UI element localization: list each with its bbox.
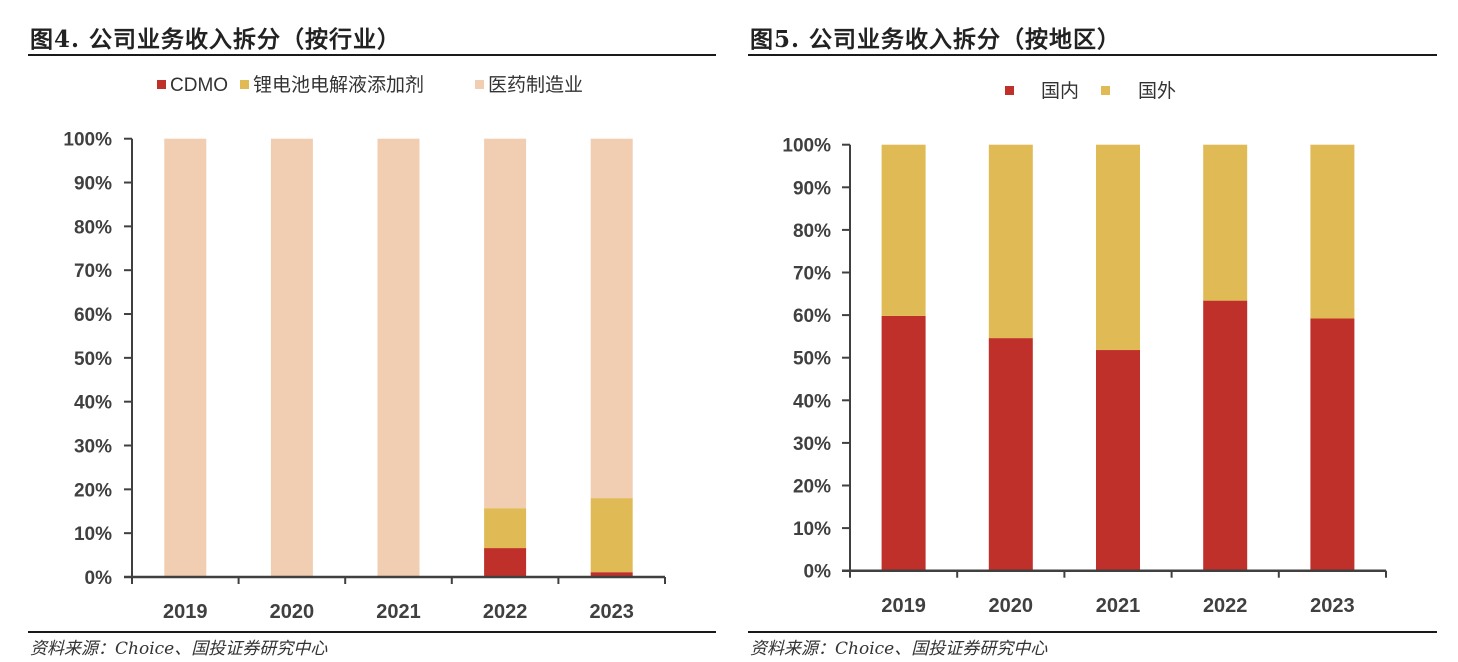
y-axis: 0% 10% 20% 30% 40% 50% 60% 70% 80% 90% 100% bbox=[782, 136, 851, 583]
y-tick-label: 30% bbox=[74, 437, 112, 458]
legend-swatch bbox=[1005, 86, 1014, 95]
bar-segment bbox=[484, 138, 527, 509]
x-tick-label: 2023 bbox=[1310, 595, 1355, 617]
y-tick-label: 90% bbox=[793, 178, 831, 199]
x-tick-label: 2022 bbox=[1203, 595, 1248, 617]
bar-segment bbox=[1096, 350, 1140, 571]
bar-segment bbox=[881, 315, 926, 571]
figure-4-source: 资料来源：Choice、国投证券研究中心 bbox=[30, 639, 328, 659]
legend-label: 锂电池电解液添加剂 bbox=[253, 74, 424, 96]
x-axis: 2019 2020 2021 2022 2023 bbox=[124, 575, 666, 623]
y-tick-label: 40% bbox=[793, 391, 831, 412]
figure-4-title: 图4. 公司业务收入拆分（按行业） bbox=[30, 26, 402, 53]
x-axis: 2019 2020 2021 2022 2023 bbox=[842, 569, 1387, 617]
bar-segment bbox=[1310, 318, 1355, 571]
figure-4-title-rule bbox=[28, 54, 716, 56]
y-tick-label: 50% bbox=[793, 349, 831, 370]
figure-4-source-rule bbox=[28, 631, 716, 633]
bar-segment bbox=[988, 144, 1033, 339]
x-tick-label: 2023 bbox=[589, 601, 634, 623]
legend-label: 国外 bbox=[1138, 80, 1176, 102]
x-tick-label: 2021 bbox=[1096, 595, 1141, 617]
y-tick-label: 100% bbox=[63, 130, 112, 151]
figure-4-panel: 图4. 公司业务收入拆分（按行业） CDMO 锂电池电解液添加剂 医药制造业 0% 10… bbox=[28, 26, 716, 659]
figure-4-chart: CDMO 锂电池电解液添加剂 医药制造业 0% 10% 20% 30% 40% 50% 60% 70… bbox=[63, 74, 666, 623]
bar-segment bbox=[270, 138, 313, 577]
y-tick-label: 30% bbox=[793, 434, 831, 455]
bar-segment bbox=[590, 572, 633, 577]
legend: 国内 国外 bbox=[1005, 80, 1176, 102]
x-tick-label: 2022 bbox=[483, 601, 528, 623]
bar-segment bbox=[590, 138, 633, 499]
legend-item: 锂电池电解液添加剂 bbox=[240, 74, 424, 96]
y-tick-label: 70% bbox=[793, 264, 831, 285]
bars bbox=[164, 138, 633, 577]
y-tick-label: 50% bbox=[74, 349, 112, 370]
legend: CDMO 锂电池电解液添加剂 医药制造业 bbox=[157, 74, 583, 96]
x-tick-label: 2019 bbox=[163, 601, 208, 623]
x-tick-label: 2020 bbox=[989, 595, 1034, 617]
y-tick-label: 40% bbox=[74, 393, 112, 414]
x-tick-label: 2021 bbox=[376, 601, 421, 623]
figure-5-title: 图5. 公司业务收入拆分（按地区） bbox=[750, 26, 1122, 53]
figure-5-source-rule bbox=[748, 631, 1437, 633]
bar-segment bbox=[484, 548, 527, 577]
bars bbox=[881, 144, 1355, 571]
legend-label: 医药制造业 bbox=[488, 74, 583, 96]
bar-segment bbox=[590, 498, 633, 573]
legend-item: 国内 bbox=[1005, 80, 1079, 102]
y-tick-label: 10% bbox=[74, 524, 112, 545]
legend-label: CDMO bbox=[170, 75, 228, 96]
x-tick-label: 2020 bbox=[270, 601, 315, 623]
y-tick-label: 60% bbox=[74, 305, 112, 326]
legend-swatch bbox=[475, 80, 484, 89]
x-tick-label: 2019 bbox=[881, 595, 926, 617]
legend-item: 医药制造业 bbox=[475, 74, 583, 96]
y-axis: 0% 10% 20% 30% 40% 50% 60% 70% 80% 90% 100% bbox=[63, 130, 133, 589]
y-tick-label: 80% bbox=[74, 217, 112, 238]
y-tick-label: 100% bbox=[782, 136, 831, 157]
bar-segment bbox=[881, 144, 926, 316]
y-tick-label: 0% bbox=[85, 568, 113, 589]
legend-item: 国外 bbox=[1101, 80, 1176, 102]
y-tick-label: 80% bbox=[793, 221, 831, 242]
bar-segment bbox=[164, 138, 207, 577]
bar-segment bbox=[1310, 144, 1355, 319]
y-tick-label: 0% bbox=[804, 562, 832, 583]
bar-segment bbox=[377, 138, 420, 577]
y-tick-label: 90% bbox=[74, 174, 112, 195]
legend-label: 国内 bbox=[1041, 80, 1079, 102]
bar-segment bbox=[1203, 300, 1248, 571]
legend-swatch bbox=[240, 80, 249, 89]
y-tick-label: 70% bbox=[74, 261, 112, 282]
figure-5-source: 资料来源：Choice、国投证券研究中心 bbox=[750, 639, 1048, 659]
figure-5-panel: 图5. 公司业务收入拆分（按地区） 国内 国外 0% 10% 20% 30% 40% 50% 6… bbox=[729, 0, 1458, 662]
legend-swatch bbox=[157, 80, 166, 89]
y-tick-label: 20% bbox=[793, 477, 831, 498]
figure-5-title-rule bbox=[748, 54, 1437, 56]
legend-item: CDMO bbox=[157, 75, 228, 96]
bar-segment bbox=[988, 338, 1033, 571]
y-tick-label: 20% bbox=[74, 480, 112, 501]
y-tick-label: 10% bbox=[793, 519, 831, 540]
legend-swatch bbox=[1101, 86, 1110, 95]
bar-segment bbox=[484, 508, 527, 549]
bar-segment bbox=[1096, 144, 1140, 351]
y-tick-label: 60% bbox=[793, 306, 831, 327]
bar-segment bbox=[1203, 144, 1248, 301]
figure-5-chart: 国内 国外 0% 10% 20% 30% 40% 50% 60% 70% 80% 90% 100% 201… bbox=[782, 80, 1387, 617]
